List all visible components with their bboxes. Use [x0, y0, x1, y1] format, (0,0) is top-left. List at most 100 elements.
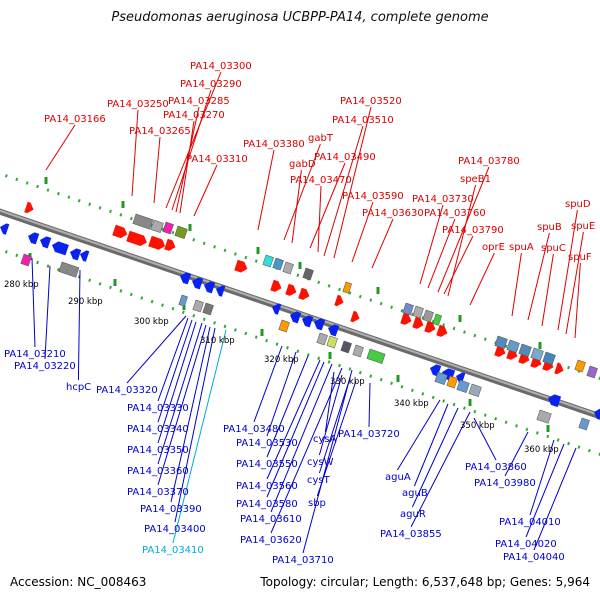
gene-label[interactable]: PA14_03166: [44, 114, 106, 125]
leader-line: [419, 204, 444, 285]
leader-line: [31, 257, 36, 348]
gene-label[interactable]: PA14_03265: [129, 126, 191, 137]
feature-box: [434, 371, 448, 386]
gene-label[interactable]: spuD: [565, 199, 591, 210]
gene-label[interactable]: sbp: [308, 498, 326, 509]
gene-label[interactable]: PA14_03855: [380, 529, 442, 540]
gene-label[interactable]: PA14_03490: [314, 152, 376, 163]
forward-gene: [112, 224, 128, 239]
forward-gene: [24, 201, 34, 214]
leader-line: [291, 169, 302, 244]
reverse-gene: [204, 281, 216, 294]
gene-label[interactable]: PA14_03330: [127, 403, 189, 414]
gene-label[interactable]: PA14_03510: [332, 115, 394, 126]
gene-label[interactable]: PA14_03285: [168, 96, 230, 107]
leader-line: [413, 403, 449, 487]
gene-label[interactable]: PA14_03400: [144, 524, 206, 535]
leader-line: [504, 431, 529, 477]
gene-label[interactable]: aguA: [385, 472, 411, 483]
gene-label[interactable]: PA14_03350: [127, 445, 189, 456]
gene-label[interactable]: aguR: [400, 509, 426, 520]
feature-box: [262, 254, 274, 268]
gene-label[interactable]: spuE: [571, 221, 595, 232]
gene-label[interactable]: PA14_03390: [140, 504, 202, 515]
gene-label[interactable]: PA14_03370: [127, 487, 189, 498]
gene-label[interactable]: gabD: [289, 159, 316, 170]
gene-label[interactable]: spuC: [541, 243, 566, 254]
gene-label[interactable]: PA14_03710: [272, 555, 334, 566]
gene-label[interactable]: speB1: [460, 174, 491, 185]
feature-box: [342, 281, 352, 294]
gene-label[interactable]: PA14_04020: [495, 539, 557, 550]
gene-label[interactable]: PA14_03860: [465, 462, 527, 473]
reverse-gene: [51, 241, 69, 256]
gene-label[interactable]: PA14_03220: [14, 361, 76, 372]
gene-label[interactable]: PA14_03250: [107, 99, 169, 110]
gene-label[interactable]: PA14_03360: [127, 466, 189, 477]
gene-label[interactable]: oprE: [482, 242, 505, 253]
feature-box: [192, 299, 204, 313]
gene-label[interactable]: PA14_04040: [503, 552, 565, 563]
feature-box: [412, 305, 424, 319]
gene-label[interactable]: PA14_03310: [186, 154, 248, 165]
gene-label[interactable]: PA14_03630: [362, 208, 424, 219]
gene-label[interactable]: PA14_03340: [127, 424, 189, 435]
scale-labels: 280 kbp 290 kbp 300 kbp 310 kbp 320 kbp 330 k…: [4, 280, 559, 455]
gene-label[interactable]: PA14_03760: [424, 208, 486, 219]
gene-label[interactable]: PA14_03620: [240, 535, 302, 546]
gene-label[interactable]: spuF: [568, 252, 592, 263]
gene-label[interactable]: PA14_03290: [180, 79, 242, 90]
feature-box: [574, 359, 586, 373]
gene-label[interactable]: PA14_03320: [96, 385, 158, 396]
gene-label[interactable]: spuA: [509, 242, 534, 253]
gene-label[interactable]: PA14_03580: [236, 499, 298, 510]
gene-label[interactable]: cysT: [307, 475, 331, 486]
gene-label[interactable]: PA14_03410: [142, 545, 204, 556]
reverse-gene: [456, 372, 466, 384]
leader-line: [317, 185, 322, 253]
gene-label[interactable]: PA14_03300: [190, 61, 252, 72]
reverse-gene: [0, 223, 10, 235]
feature-box: [302, 267, 314, 281]
feature-box: [456, 379, 470, 394]
gene-label[interactable]: PA14_03590: [342, 191, 404, 202]
gene-label[interactable]: PA14_03470: [290, 175, 352, 186]
feature-box: [536, 409, 552, 424]
leader-line: [411, 407, 459, 508]
reverse-gene: [192, 277, 204, 290]
reverse-gene: [290, 311, 302, 324]
gene-label[interactable]: PA14_03720: [338, 429, 400, 440]
gene-label[interactable]: PA14_03530: [236, 438, 298, 449]
gene-label[interactable]: PA14_03790: [442, 225, 504, 236]
scale-label: 360 kbp: [524, 445, 559, 455]
gene-label[interactable]: PA14_03560: [236, 481, 298, 492]
leader-line: [525, 443, 565, 538]
gene-label[interactable]: hcpC: [66, 382, 91, 393]
gene-label[interactable]: cysW: [307, 457, 334, 468]
leader-line: [157, 321, 197, 444]
gene-label[interactable]: PA14_03730: [412, 194, 474, 205]
gene-label[interactable]: spuB: [537, 222, 562, 233]
reverse-gene: [302, 315, 314, 328]
gene-label[interactable]: gabT: [308, 133, 334, 144]
gene-label[interactable]: PA14_03380: [243, 139, 305, 150]
gene-label[interactable]: PA14_03520: [340, 96, 402, 107]
feature-box: [162, 221, 174, 235]
topology-label: Topology: circular; Length: 6,537,648 bp…: [260, 575, 590, 589]
leader-line: [574, 262, 581, 339]
gene-label[interactable]: PA14_03270: [163, 110, 225, 121]
gene-label[interactable]: PA14_04010: [499, 517, 561, 528]
leader-line: [318, 377, 351, 474]
gene-label[interactable]: PA14_03550: [236, 459, 298, 470]
scale-label: 300 kbp: [134, 317, 169, 327]
gene-label[interactable]: aguB: [402, 488, 428, 499]
feature-box: [326, 335, 338, 349]
gene-label[interactable]: cysA: [313, 434, 337, 445]
gene-label[interactable]: PA14_03980: [474, 478, 536, 489]
gene-label[interactable]: PA14_03610: [240, 514, 302, 525]
feature-box: [422, 309, 434, 323]
gene-label[interactable]: PA14_03210: [4, 349, 66, 360]
gene-label[interactable]: PA14_03780: [458, 156, 520, 167]
gene-label[interactable]: PA14_03480: [223, 424, 285, 435]
